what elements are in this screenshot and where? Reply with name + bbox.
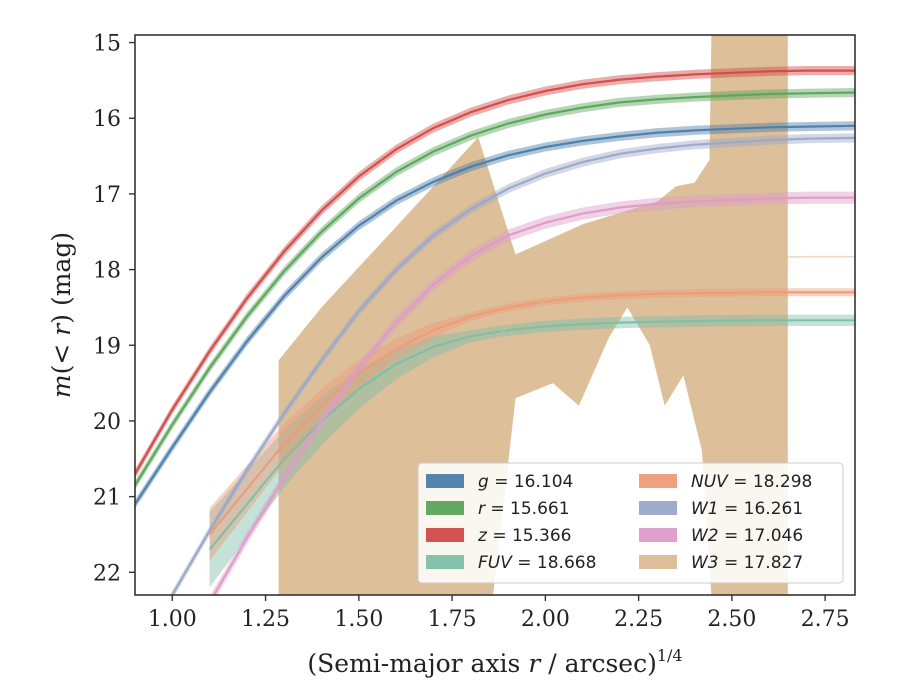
legend-label-w2: W2 = 17.046 bbox=[691, 526, 803, 546]
legend-label-r: r = 15.661 bbox=[478, 499, 570, 519]
series-line-z bbox=[135, 69, 855, 475]
x-tick-label: 2.25 bbox=[614, 607, 663, 632]
legend-swatch-w3 bbox=[639, 555, 677, 569]
x-axis: 1.00 1.25 1.50 1.75 2.00 2.25 2.50 2.75 bbox=[148, 595, 850, 632]
legend-label-w3: W3 = 17.827 bbox=[691, 553, 803, 573]
y-axis-title: m(< r) (mag) bbox=[47, 232, 76, 398]
plot-frame bbox=[134, 34, 856, 596]
y-tick-label: 19 bbox=[93, 334, 121, 359]
y-tick-label: 17 bbox=[93, 183, 121, 208]
y-tick-label: 16 bbox=[93, 107, 121, 132]
y-tick-label: 15 bbox=[93, 32, 121, 57]
y-tick-label: 22 bbox=[93, 561, 121, 586]
x-tick-label: 1.25 bbox=[241, 607, 290, 632]
legend: g = 16.104 r = 15.661 z = 15.366 FUV = 18.6… bbox=[417, 462, 844, 584]
legend-swatch-r bbox=[426, 501, 464, 515]
series-line-r bbox=[135, 91, 855, 486]
series-line-nuv bbox=[208, 291, 855, 536]
y-tick-label: 18 bbox=[93, 259, 121, 284]
legend-label-g: g = 16.104 bbox=[478, 472, 573, 492]
series-line-g bbox=[135, 124, 855, 505]
y-tick-label: 21 bbox=[93, 486, 121, 511]
legend-label-z: z = 15.366 bbox=[477, 526, 571, 546]
legend-swatch-g bbox=[426, 474, 464, 488]
legend-label-w1: W1 = 16.261 bbox=[691, 499, 803, 519]
legend-label-nuv: NUV = 18.298 bbox=[691, 472, 812, 492]
legend-swatch-w1 bbox=[639, 501, 677, 515]
x-tick-label: 2.00 bbox=[521, 607, 570, 632]
x-tick-label: 1.75 bbox=[428, 607, 477, 632]
legend-label-fuv: FUV = 18.668 bbox=[478, 553, 596, 573]
series-line-w2 bbox=[212, 196, 855, 595]
x-axis-title: (Semi-major axis r / arcsec)1/4 bbox=[307, 646, 682, 678]
series-line-w1 bbox=[171, 136, 855, 595]
legend-swatch-w2 bbox=[639, 528, 677, 542]
series-line-w3 bbox=[311, 255, 855, 595]
y-tick-label: 20 bbox=[93, 410, 121, 435]
error-region-w3 bbox=[278, 35, 788, 595]
x-tick-label: 1.50 bbox=[334, 607, 383, 632]
legend-swatch-fuv bbox=[426, 555, 464, 569]
band-fuv bbox=[209, 314, 855, 588]
legend-swatch-z bbox=[426, 528, 464, 542]
band-nuv bbox=[209, 288, 855, 561]
legend-frame bbox=[417, 462, 844, 584]
series-line-fuv bbox=[208, 319, 855, 551]
y-axis: 15 16 17 18 19 20 21 22 bbox=[93, 32, 135, 586]
plot-area bbox=[135, 35, 855, 595]
x-tick-label: 1.00 bbox=[148, 607, 197, 632]
x-tick-label: 2.75 bbox=[801, 607, 850, 632]
band-w2 bbox=[210, 191, 855, 595]
x-tick-label: 2.50 bbox=[707, 607, 756, 632]
legend-swatch-nuv bbox=[639, 474, 677, 488]
